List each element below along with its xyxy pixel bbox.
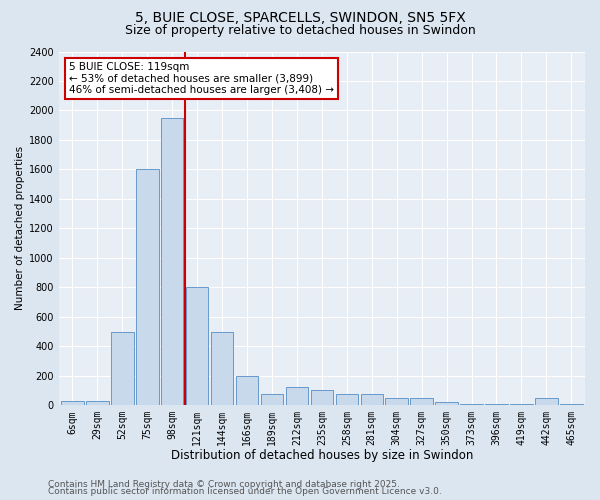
- Bar: [560, 404, 583, 405]
- Text: Size of property relative to detached houses in Swindon: Size of property relative to detached ho…: [125, 24, 475, 37]
- Bar: [211, 332, 233, 405]
- Bar: [186, 288, 208, 405]
- Bar: [335, 394, 358, 405]
- Text: 5, BUIE CLOSE, SPARCELLS, SWINDON, SN5 5FX: 5, BUIE CLOSE, SPARCELLS, SWINDON, SN5 5…: [134, 12, 466, 26]
- Bar: [510, 404, 533, 405]
- Bar: [86, 401, 109, 405]
- Text: 5 BUIE CLOSE: 119sqm
← 53% of detached houses are smaller (3,899)
46% of semi-de: 5 BUIE CLOSE: 119sqm ← 53% of detached h…: [70, 62, 334, 96]
- Bar: [261, 394, 283, 405]
- Bar: [385, 398, 408, 405]
- Bar: [311, 390, 333, 405]
- Bar: [535, 398, 557, 405]
- Bar: [136, 170, 158, 405]
- Bar: [236, 376, 258, 405]
- Bar: [436, 402, 458, 405]
- Text: Contains HM Land Registry data © Crown copyright and database right 2025.: Contains HM Land Registry data © Crown c…: [48, 480, 400, 489]
- Y-axis label: Number of detached properties: Number of detached properties: [15, 146, 25, 310]
- X-axis label: Distribution of detached houses by size in Swindon: Distribution of detached houses by size …: [171, 450, 473, 462]
- Bar: [485, 404, 508, 405]
- Bar: [161, 118, 184, 405]
- Bar: [361, 394, 383, 405]
- Text: Contains public sector information licensed under the Open Government Licence v3: Contains public sector information licen…: [48, 488, 442, 496]
- Bar: [61, 401, 84, 405]
- Bar: [111, 332, 134, 405]
- Bar: [410, 398, 433, 405]
- Bar: [460, 404, 483, 405]
- Bar: [286, 387, 308, 405]
